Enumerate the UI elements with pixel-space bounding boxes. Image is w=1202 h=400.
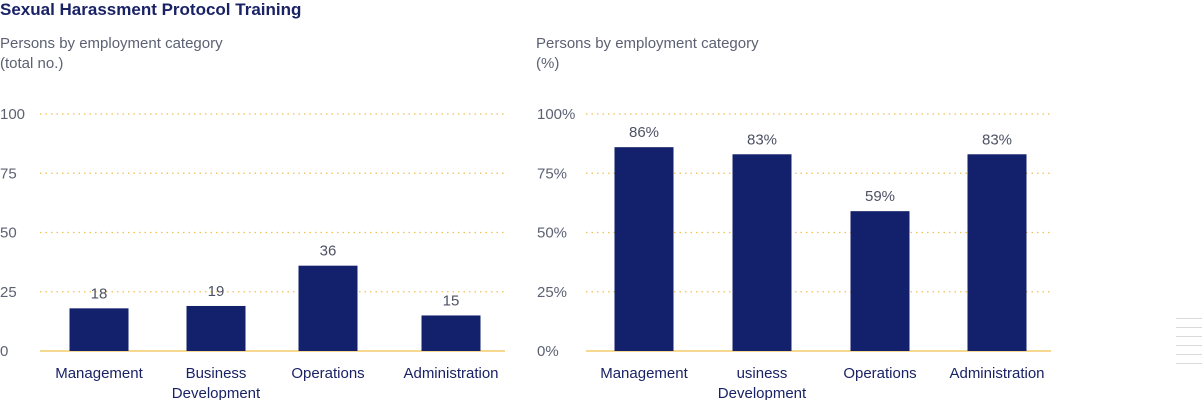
left-category-label: Management [55,365,143,382]
right-y-tick-label: 0% [537,343,559,360]
right-category-label: Administration [949,365,1044,382]
left-bar [69,308,129,351]
right-category-label: Operations [843,365,916,382]
left-bar [421,315,481,351]
right-y-tick-label: 75% [537,165,567,182]
right-data-label: 83% [982,131,1012,148]
left-data-label: 36 [320,243,337,260]
left-data-label: 18 [91,285,108,302]
right-chart-subtitle: Persons by employment category (%) [536,34,759,74]
left-y-tick-label: 50 [0,225,17,242]
right-subtitle-line-2: (%) [536,55,560,72]
left-y-tick-label: 100 [0,106,25,123]
right-data-label: 86% [629,124,659,141]
left-data-label: 19 [208,283,225,300]
left-bar [298,265,358,351]
right-bar [850,211,910,351]
left-category-label: Operations [291,365,364,382]
left-subtitle-line-1: Persons by employment category [0,35,223,52]
right-data-label: 59% [865,188,895,205]
left-subtitle-line-2: (total no.) [0,55,64,72]
left-y-tick-label: 75 [0,165,17,182]
left-category-label: Development [172,385,261,400]
right-y-tick-label: 25% [537,284,567,301]
right-subtitle-line-1: Persons by employment category [536,35,759,52]
left-data-label: 15 [443,292,460,309]
left-category-label: Business [186,365,247,382]
right-bar [732,154,792,351]
left-bar [186,305,246,351]
page-title: Sexual Harassment Protocol Training [0,0,302,19]
right-category-label: Development [718,385,807,400]
right-bar [614,147,674,351]
left-chart-subtitle: Persons by employment category (total no… [0,34,223,74]
right-data-label: 83% [747,131,777,148]
right-y-tick-label: 50% [537,225,567,242]
right-y-tick-label: 100% [537,106,575,123]
right-bar [967,154,1027,351]
left-y-tick-label: 0 [0,343,8,360]
side-decoration [1176,318,1202,372]
left-y-tick-label: 25 [0,284,17,301]
left-category-label: Administration [403,365,498,382]
right-category-label: usiness [737,365,788,382]
right-category-label: Management [600,365,688,382]
